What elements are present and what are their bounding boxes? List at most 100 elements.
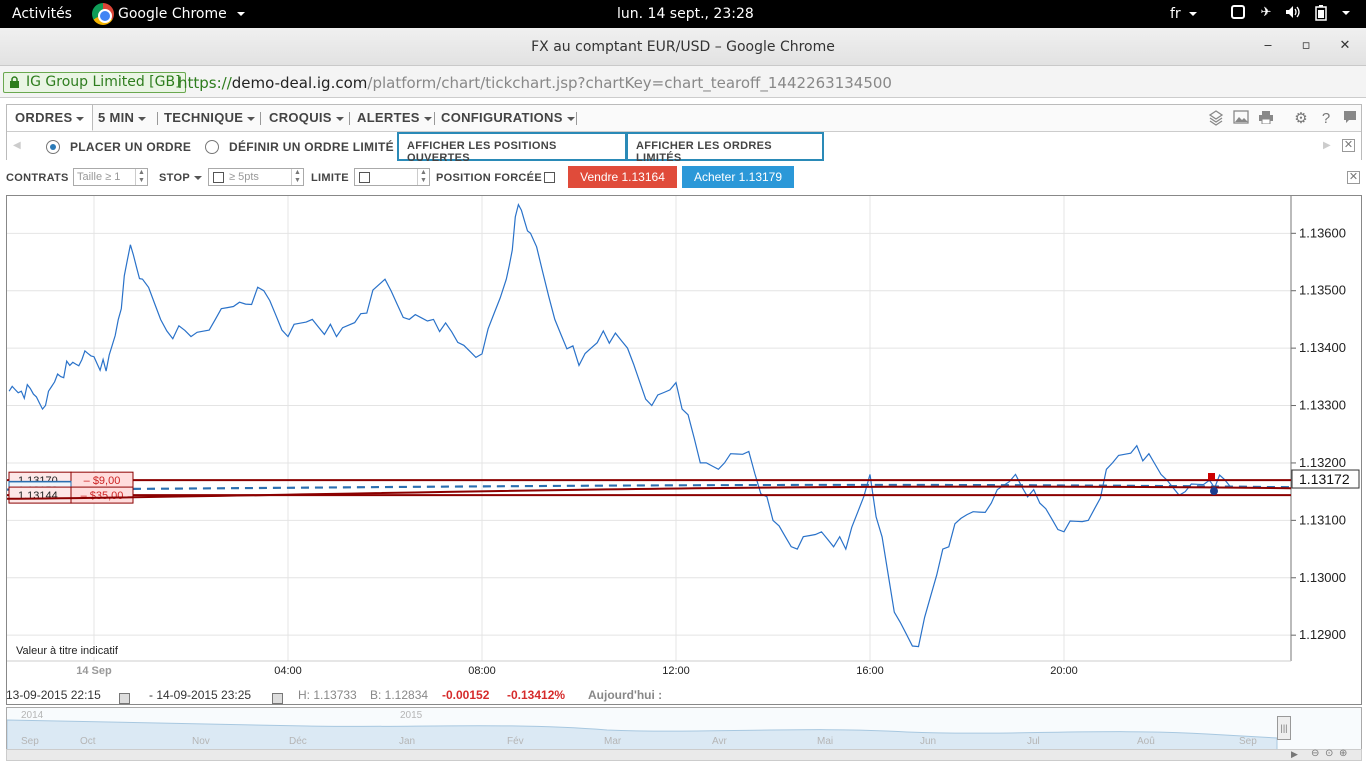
price-line bbox=[8, 202, 1231, 648]
nav-month: Sep bbox=[1239, 736, 1257, 747]
nav-month: Sep bbox=[21, 736, 39, 747]
nav-month: Fév bbox=[507, 736, 524, 747]
nav-month: Déc bbox=[289, 736, 307, 747]
stop-checkbox[interactable] bbox=[213, 172, 224, 183]
minimize-button[interactable]: ‒ bbox=[1263, 38, 1273, 53]
menu-ordres[interactable]: ORDRES bbox=[7, 105, 94, 131]
nav-month: Oct bbox=[80, 736, 96, 747]
close-button[interactable]: ✕ bbox=[1339, 38, 1351, 53]
marker-pnl: – $9,00 bbox=[84, 475, 121, 487]
time-navigator[interactable]: 2014 2015 Sep Oct Nov Déc Jan Fév Mar Av… bbox=[6, 707, 1362, 750]
size-stepper[interactable]: ▲ ▼ bbox=[135, 169, 147, 185]
menu-label: CROQUIS bbox=[269, 110, 332, 125]
scroll-right-icon[interactable]: ▶ bbox=[1291, 749, 1298, 759]
clock[interactable]: lun. 14 sept., 23:28 bbox=[617, 6, 754, 22]
volume-icon[interactable] bbox=[1285, 5, 1301, 21]
activities-button[interactable]: Activités bbox=[12, 6, 72, 22]
menu-alertes[interactable]: ALERTES bbox=[357, 110, 432, 125]
navigator-scrollbar[interactable]: ▶ ⊖ ⊙ ⊕ bbox=[6, 748, 1362, 761]
gear-icon[interactable]: ⚙ bbox=[1294, 110, 1308, 127]
date-range-bar: 13-09-2015 22:15 - 14-09-2015 23:25 H: 1… bbox=[0, 683, 1366, 707]
close-panel-icon[interactable]: ✕ bbox=[1342, 139, 1355, 152]
sell-button[interactable]: Vendre 1.13164 bbox=[568, 166, 677, 188]
low-value: B: 1.12834 bbox=[370, 688, 429, 702]
forced-position-label: POSITION FORCÉE bbox=[436, 172, 542, 184]
limit-input[interactable]: ▲ ▼ bbox=[354, 168, 430, 186]
high-value: H: 1.13733 bbox=[298, 688, 357, 702]
platform-page: ORDRES 5 MIN TECHNIQUE CROQUIS ALERTES C… bbox=[0, 98, 1366, 768]
radio-limit-order[interactable] bbox=[205, 140, 219, 154]
maximize-button[interactable]: ▫ bbox=[1301, 38, 1311, 53]
airplane-icon[interactable]: ✈ bbox=[1260, 5, 1272, 20]
chat-icon[interactable] bbox=[1341, 110, 1359, 128]
chevron-down-icon bbox=[193, 176, 202, 181]
today-label: Aujourd'hui : bbox=[588, 688, 663, 702]
navigator-handle[interactable]: ||| bbox=[1277, 716, 1291, 740]
url-domain: demo-deal.ig.com bbox=[231, 74, 368, 92]
radio-place-order[interactable] bbox=[46, 140, 60, 154]
show-limit-orders-button[interactable]: AFFICHER LES ORDRES LIMITÉS bbox=[626, 132, 824, 164]
menu-separator bbox=[157, 112, 158, 125]
url-text[interactable]: https://demo-deal.ig.com/platform/chart/… bbox=[178, 74, 892, 92]
size-input[interactable]: Taille ≥ 1 ▲ ▼ bbox=[73, 168, 148, 186]
help-icon[interactable]: ? bbox=[1321, 110, 1331, 127]
contracts-label: CONTRATS bbox=[6, 172, 69, 184]
battery-icon[interactable] bbox=[1313, 5, 1329, 21]
url-scheme: https:// bbox=[178, 74, 232, 92]
from-date[interactable]: 13-09-2015 22:15 bbox=[6, 688, 101, 702]
stop-placeholder: ≥ 5pts bbox=[229, 171, 259, 183]
chart-canvas[interactable]: 1.136001.135001.134001.133001.132001.131… bbox=[7, 196, 1361, 704]
chevron-down-icon bbox=[236, 12, 245, 16]
forced-position-checkbox[interactable] bbox=[544, 172, 555, 183]
limit-stepper[interactable]: ▲ ▼ bbox=[417, 169, 429, 185]
scroll-left-icon[interactable]: ◀ bbox=[13, 140, 21, 151]
language-indicator[interactable]: fr bbox=[1170, 6, 1197, 22]
print-icon[interactable] bbox=[1257, 110, 1275, 128]
current-price-label: 1.13172 bbox=[1299, 471, 1350, 487]
lock-icon bbox=[10, 76, 19, 88]
certificate-label: IG Group Limited [GB] bbox=[26, 74, 181, 90]
show-open-positions-button[interactable]: AFFICHER LES POSITIONS OUVERTES bbox=[397, 132, 627, 164]
certificate-badge[interactable]: IG Group Limited [GB] bbox=[3, 72, 186, 93]
y-tick-label: 1.13000 bbox=[1299, 570, 1346, 585]
to-date[interactable]: - 14-09-2015 23:25 bbox=[149, 688, 252, 702]
nav-month: Mai bbox=[817, 736, 834, 747]
chrome-icon bbox=[92, 3, 114, 25]
chevron-down-icon[interactable] bbox=[1338, 5, 1354, 21]
address-bar[interactable]: IG Group Limited [GB] https://demo-deal.… bbox=[0, 66, 1366, 98]
menu-technique[interactable]: TECHNIQUE bbox=[164, 110, 256, 125]
price-chart[interactable]: 1.13600 1.13500 1.13400 1.13300 1.13200 1.131… bbox=[6, 195, 1362, 705]
stop-stepper[interactable]: ▲ ▼ bbox=[291, 169, 303, 185]
window-overview-icon[interactable] bbox=[1230, 5, 1246, 21]
chart-menu: ORDRES 5 MIN TECHNIQUE CROQUIS ALERTES C… bbox=[6, 104, 1362, 164]
close-ticket-icon[interactable]: ✕ bbox=[1347, 171, 1360, 184]
image-icon[interactable] bbox=[1232, 110, 1250, 128]
y-tick-label: 1.12900 bbox=[1299, 627, 1346, 642]
limit-label: LIMITE bbox=[311, 172, 349, 184]
menu-separator bbox=[260, 112, 261, 125]
menu-label: TECHNIQUE bbox=[164, 110, 244, 125]
buy-button[interactable]: Acheter 1.13179 bbox=[682, 166, 794, 188]
menu-configurations[interactable]: CONFIGURATIONS bbox=[441, 110, 575, 125]
reset-zoom-icon[interactable]: ⊙ bbox=[1325, 748, 1334, 759]
menu-timeframe[interactable]: 5 MIN bbox=[98, 110, 147, 125]
stop-dropdown[interactable]: STOP bbox=[159, 172, 202, 184]
nav-year: 2015 bbox=[400, 710, 423, 721]
limit-checkbox[interactable] bbox=[359, 172, 370, 183]
scroll-right-icon[interactable]: ▶ bbox=[1323, 140, 1331, 151]
y-tick-label: 1.13100 bbox=[1299, 512, 1346, 527]
y-tick-label: 1.13200 bbox=[1299, 455, 1346, 470]
size-placeholder: Taille ≥ 1 bbox=[77, 171, 121, 183]
nav-month: Mar bbox=[604, 736, 622, 747]
zoom-out-icon[interactable]: ⊖ bbox=[1311, 748, 1320, 759]
marker-pnl: – $35,00 bbox=[81, 490, 124, 502]
menu-croquis[interactable]: CROQUIS bbox=[269, 110, 344, 125]
menu-label: ALERTES bbox=[357, 110, 420, 125]
radio-place-order-label: PLACER UN ORDRE bbox=[70, 140, 192, 154]
app-menu[interactable]: Google Chrome bbox=[92, 2, 245, 26]
chevron-down-icon bbox=[566, 116, 575, 121]
zoom-in-icon[interactable]: ⊕ bbox=[1339, 748, 1348, 759]
stop-input[interactable]: ≥ 5pts ▲ ▼ bbox=[208, 168, 304, 186]
layers-icon[interactable] bbox=[1207, 110, 1225, 128]
order-marker bbox=[1208, 473, 1215, 481]
